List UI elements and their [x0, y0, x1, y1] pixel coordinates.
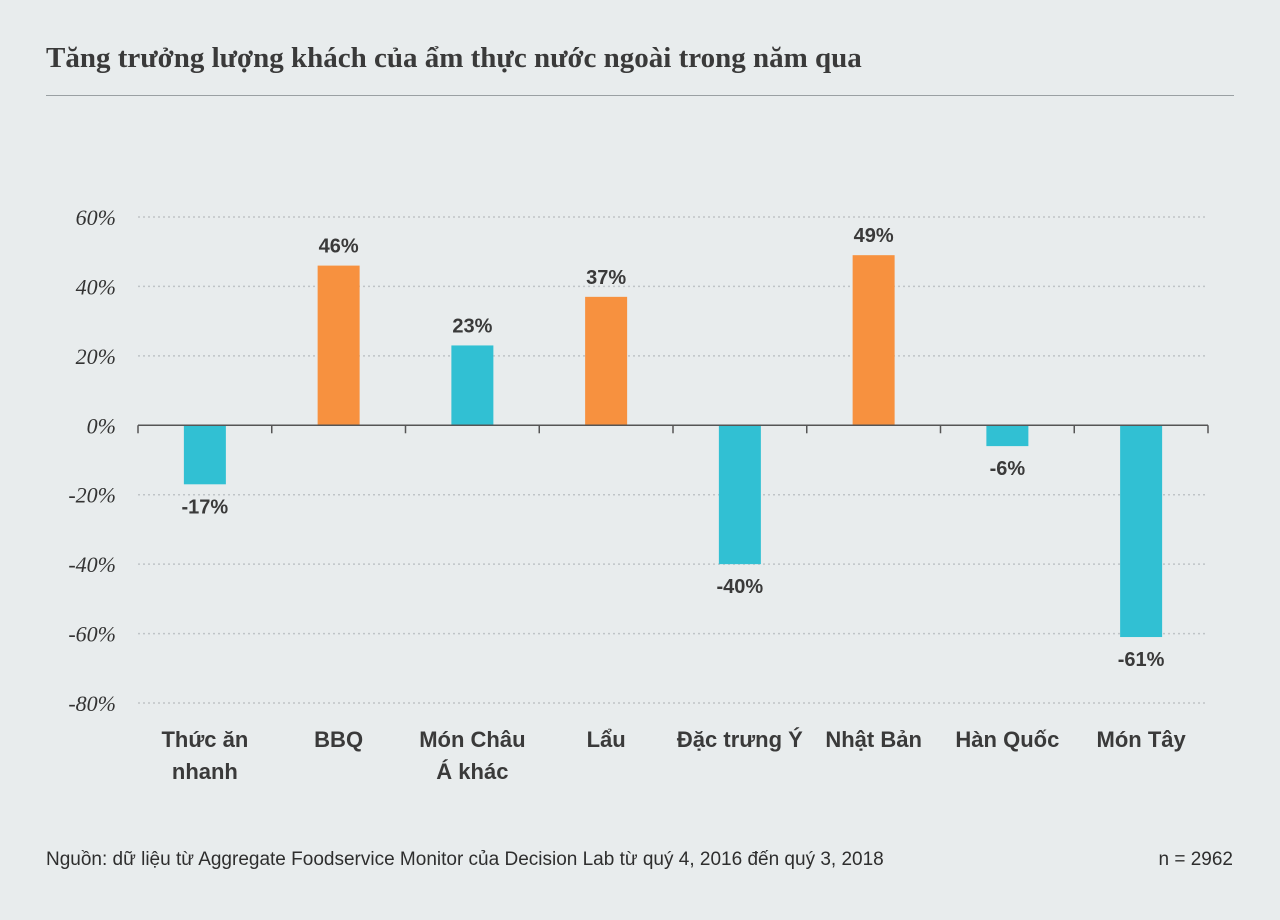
bar-value-label: 46%	[319, 236, 359, 258]
y-tick-label: -20%	[68, 483, 116, 508]
category-label: Lẩu	[587, 727, 626, 752]
category-label: Nhật Bản	[825, 727, 922, 752]
y-tick-label: 20%	[76, 344, 116, 369]
bar-value-label: -6%	[990, 458, 1026, 480]
y-tick-label: 40%	[76, 274, 116, 299]
bar	[1120, 425, 1163, 638]
title-divider	[46, 95, 1234, 96]
chart-title: Tăng trưởng lượng khách của ẩm thực nước…	[46, 42, 862, 74]
bar-value-label: -17%	[182, 496, 229, 518]
category-label: Món Tây	[1097, 727, 1187, 752]
y-tick-label: -80%	[68, 691, 116, 716]
data-labels: -17% 46% 23% 37% -40% 49% -6% -61%	[182, 225, 1165, 671]
category-label: BBQ	[314, 727, 363, 752]
y-axis-tick-labels: 60% 40% 20% 0% -20% -40% -60% -80%	[68, 205, 116, 716]
bar-value-label: -61%	[1118, 649, 1165, 671]
gridlines	[138, 216, 1208, 704]
bar-value-label: -40%	[717, 576, 764, 598]
bar	[852, 255, 895, 426]
category-label: Thức ăn nhanh	[161, 727, 248, 784]
category-label: Đặc trưng Ý	[677, 727, 803, 752]
bar	[317, 265, 360, 426]
x-axis-category-labels: Thức ăn nhanh BBQ Món Châu Á khác Lẩu Đặc trưn…	[161, 727, 1186, 784]
bar	[183, 425, 226, 485]
zero-axis	[137, 424, 1209, 434]
bar	[718, 425, 761, 565]
source-note: Nguồn: dữ liệu từ Aggregate Foodservice …	[46, 849, 884, 870]
bar-value-label: 49%	[854, 225, 894, 247]
y-tick-label: -60%	[68, 622, 116, 647]
y-tick-label: 60%	[76, 205, 116, 230]
category-label: Hàn Quốc	[955, 727, 1059, 752]
bars	[183, 255, 1163, 638]
category-label: Món Châu Á khác	[419, 727, 525, 784]
bar-value-label: 37%	[586, 267, 626, 289]
y-tick-label: 0%	[87, 413, 116, 438]
bar	[585, 296, 628, 426]
bar	[986, 425, 1029, 447]
sample-size-note: n = 2962	[1158, 849, 1234, 870]
bar	[451, 345, 494, 426]
bar-value-label: 23%	[452, 315, 492, 337]
y-tick-label: -40%	[68, 552, 116, 577]
